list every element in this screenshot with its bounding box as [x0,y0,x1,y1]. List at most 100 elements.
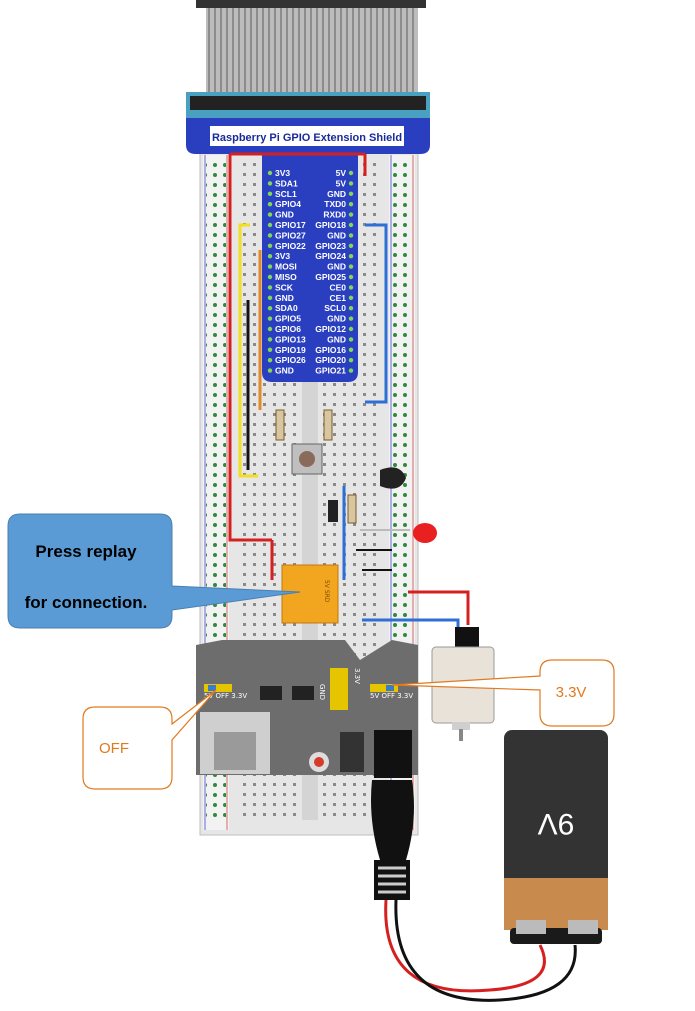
pin-dot [348,326,354,332]
pin-label-left: GPIO22 [275,241,306,251]
pin-label-left: GPIO5 [275,314,301,324]
replay-callout-line1: Press replay [35,542,137,561]
gnd-label: GND [318,684,326,700]
pin-label-right: CE1 [329,293,346,303]
right-jumper-label: 5V OFF 3.3V [370,692,413,700]
pin-dot [267,254,273,259]
pin-label-right: GND [327,189,346,199]
pin-label-left: SCK [275,282,294,292]
pin-label-left: SDA0 [275,303,298,313]
pin-dot [267,191,273,196]
pin-label-right: GND [327,230,346,240]
pin-label-right: TXD0 [324,199,346,209]
pin-label-right: GPIO23 [315,241,346,251]
pin-dot [348,212,354,217]
pin-dot [348,285,354,290]
pin-dot [267,347,273,352]
pin-label-right: GPIO24 [315,251,346,261]
pin-dot [267,358,273,363]
rail-left-label: 3.3V [353,668,361,684]
pin-dot [348,337,354,342]
pin-dot [348,202,354,207]
pin-label-right: GPIO18 [315,220,346,230]
svg-text:5V SRD: 5V SRD [323,580,330,603]
board-components: 5V SRD [275,409,437,624]
wires [228,152,470,628]
pin-dot [348,222,354,228]
pin-dot [267,202,273,207]
pin-label-left: GPIO6 [275,324,301,334]
replay-callout: Press replay for connection. [7,513,301,629]
pin-label-left: GPIO19 [275,345,306,355]
pin-label-left: MOSI [275,262,297,272]
pin-dot [348,254,354,259]
gpio-shield: Raspberry Pi GPIO Extension Shield 3V3 5V… [186,118,430,382]
ribbon-cable [186,0,430,118]
replay-callout-line2: for connection. [25,593,148,612]
pin-dot [267,326,273,332]
pin-dot [348,264,354,269]
pin-label-right: GPIO20 [315,355,346,365]
pin-label-right: SCL0 [324,303,346,313]
pin-dot [348,347,354,352]
pin-label-left: GPIO26 [275,355,306,365]
battery-9v: 9V [504,730,608,944]
pin-label-right: GND [327,262,346,272]
pin-label-left: 3V3 [275,168,290,178]
pin-label-right: 5V [336,178,347,188]
pin-dot [348,233,354,238]
pin-dot [348,358,354,363]
pin-label-left: GPIO13 [275,334,306,344]
v33-callout-text: 3.3V [556,684,587,701]
pin-dot [267,306,273,311]
pin-dot [348,170,354,176]
pin-label-left: 3V3 [275,251,290,261]
pin-label-left: GPIO17 [275,220,306,230]
pin-dot [267,316,273,321]
pin-dot [348,306,354,311]
dc-plug [371,780,577,1002]
pin-label-right: CE0 [329,282,346,292]
pin-label-left: SCL1 [275,189,297,199]
pin-dot [348,191,354,196]
off-callout: OFF [82,689,217,790]
pin-label-right: 5V [336,168,347,178]
pin-dot [348,181,354,186]
pin-dot [267,212,273,217]
pin-dot [267,285,273,290]
pin-label-left: GPIO27 [275,230,306,240]
pin-label-left: SDA1 [275,178,298,188]
pin-dot [267,170,273,176]
pin-label-left: MISO [275,272,297,282]
pin-dot [348,316,354,321]
pin-label-left: GND [275,366,294,376]
pin-dot [348,243,354,248]
pin-label-left: GND [275,210,294,220]
battery-label: 9V [538,807,575,840]
v33-callout: 3.3V [391,659,615,727]
pin-dot [267,233,273,238]
pin-dot [348,295,354,300]
pin-dot [267,368,273,373]
pin-label-right: GPIO25 [315,272,346,282]
pin-label-right: GND [327,334,346,344]
pin-dot [348,368,354,373]
pin-dot [267,264,273,269]
power-module: 5V OFF 3.3V 5V OFF 3.3V 3.3V GND [196,640,418,778]
pin-dot [267,243,273,248]
pin-dot [348,274,354,280]
off-callout-text: OFF [99,740,129,757]
pin-dot [267,337,273,342]
pin-label-left: GND [275,293,294,303]
pin-dot [267,274,273,280]
pin-label-right: GPIO16 [315,345,346,355]
pin-dot [267,222,273,228]
shield-title: Raspberry Pi GPIO Extension Shield [212,132,402,144]
pin-label-left: GPIO4 [275,199,301,209]
pin-label-right: RXD0 [323,210,346,220]
pin-label-right: GPIO21 [315,366,346,376]
pin-label-right: GPIO12 [315,324,346,334]
pin-label-right: GND [327,314,346,324]
